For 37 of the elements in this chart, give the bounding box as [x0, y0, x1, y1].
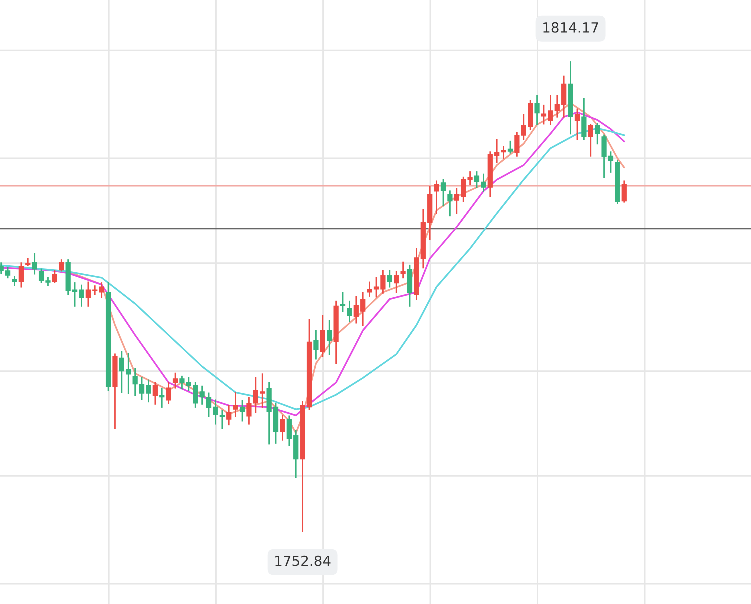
- candlestick: [320, 315, 326, 358]
- candlestick: [220, 410, 225, 430]
- candlestick: [440, 179, 446, 207]
- candlestick: [160, 388, 165, 408]
- candlestick: [166, 382, 172, 404]
- candlestick: [32, 253, 38, 275]
- candlestick: [508, 140, 514, 154]
- candlestick: [226, 405, 232, 426]
- candlestick: [387, 270, 392, 288]
- candlestick: [622, 180, 627, 203]
- annotation: 1814.17: [544, 22, 598, 33]
- candlestick: [340, 292, 346, 312]
- candlestick: [448, 190, 453, 217]
- candlestick: [152, 382, 158, 405]
- candlestick: [514, 132, 520, 157]
- candlestick: [172, 372, 178, 389]
- candlestick: [434, 180, 440, 214]
- candlestick: [314, 330, 319, 360]
- candlestick: [595, 123, 600, 145]
- candlestick: [588, 124, 594, 157]
- annotation: 1752.84: [276, 556, 331, 566]
- candlestick: [582, 98, 587, 140]
- candlestick: [26, 258, 31, 266]
- candlestick: [18, 262, 24, 288]
- candlestick: [99, 282, 104, 298]
- candlestick: [347, 300, 352, 322]
- candlestick: [407, 264, 413, 307]
- candlestick: [534, 94, 540, 126]
- candlestick: [59, 260, 64, 272]
- candlestick: [280, 414, 286, 441]
- candlestick: [327, 320, 332, 356]
- candlestick: [400, 262, 406, 279]
- candlestick: [394, 271, 400, 294]
- candlestick: [240, 400, 246, 422]
- candlestick: [52, 270, 58, 284]
- candlestick: [574, 108, 580, 140]
- candlestick: [233, 392, 238, 418]
